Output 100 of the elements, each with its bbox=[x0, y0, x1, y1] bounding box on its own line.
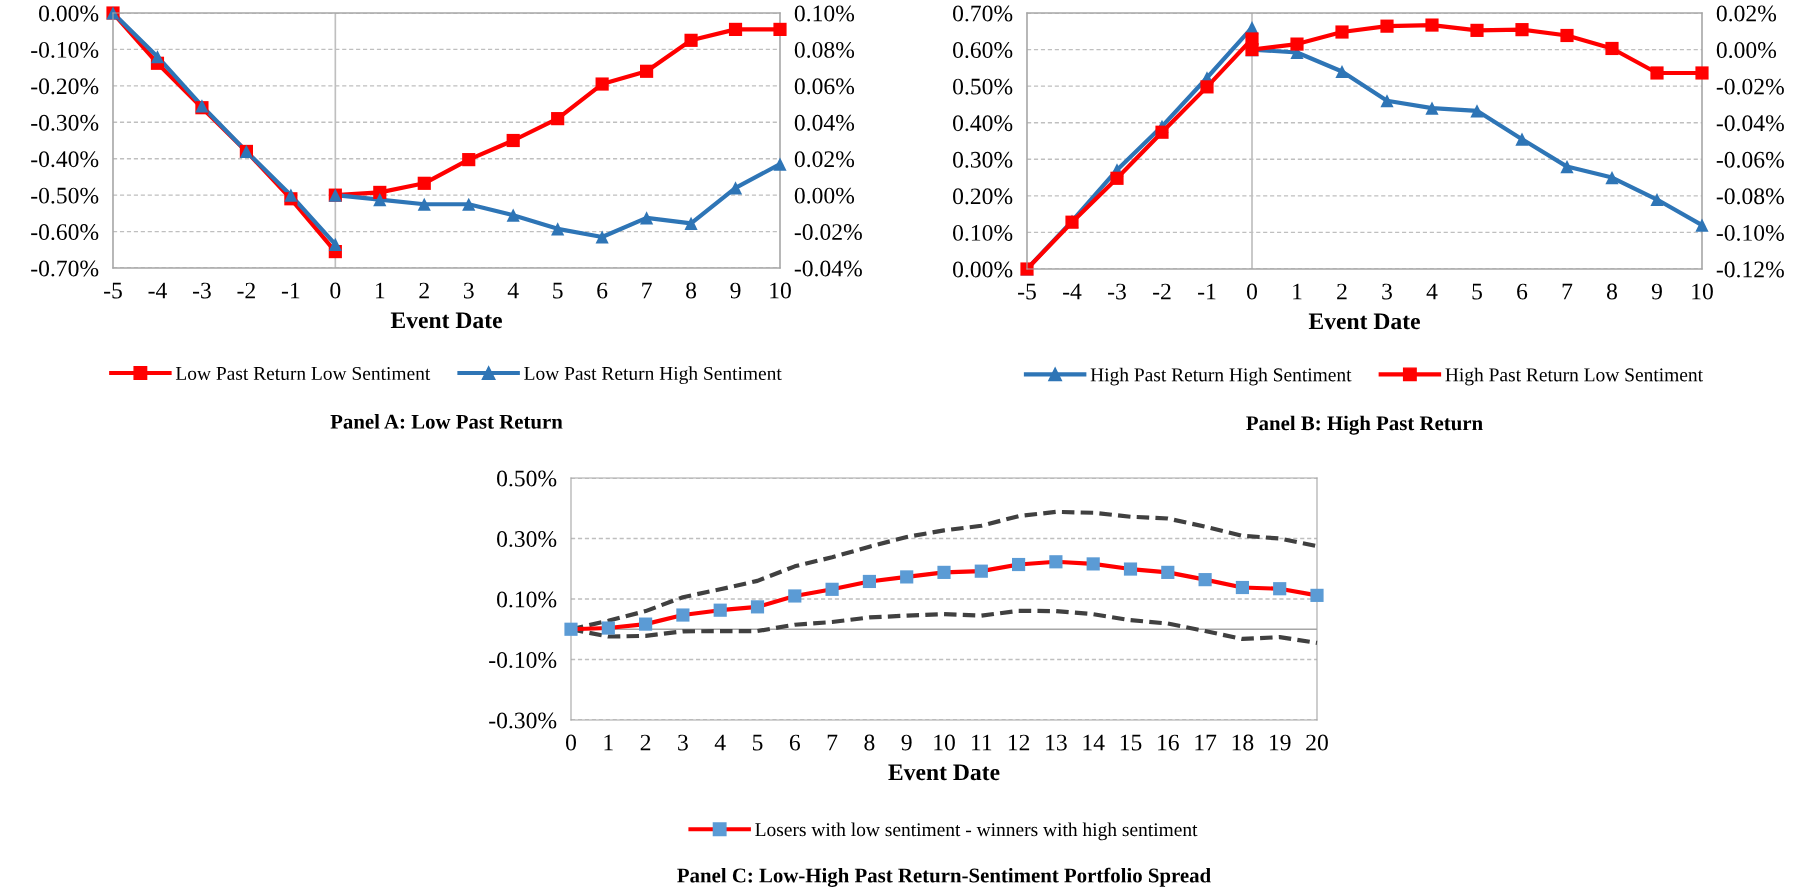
x-tick-label: 4 bbox=[714, 734, 726, 751]
point bbox=[1380, 94, 1394, 108]
point bbox=[676, 608, 690, 622]
y-tick-label: -0.10% bbox=[489, 651, 557, 669]
point bbox=[551, 112, 565, 126]
x-tick-label: 7 bbox=[827, 734, 838, 751]
point bbox=[1161, 565, 1175, 579]
x-tick-label: 12 bbox=[1008, 734, 1030, 751]
x-tick-label: -4 bbox=[148, 282, 167, 299]
point bbox=[1425, 101, 1439, 115]
y2-tick-label: -0.10% bbox=[1716, 224, 1784, 241]
x-tick-label: 4 bbox=[507, 282, 519, 299]
text: Panel A: Low Past Return bbox=[330, 414, 563, 429]
y2-tick-label: 0.00% bbox=[794, 187, 855, 204]
y-tick-label: -0.10% bbox=[31, 41, 99, 58]
text: Panel C: Low-High Past Return-Sentiment Portfolio Spread bbox=[677, 867, 1211, 887]
y2-tick-label: 0.06% bbox=[794, 78, 855, 95]
point bbox=[1335, 25, 1349, 39]
point bbox=[1605, 41, 1619, 56]
point bbox=[728, 181, 743, 195]
point bbox=[1650, 192, 1664, 207]
y2-tick-label: -0.12% bbox=[1716, 261, 1784, 278]
x-tick-label: 8 bbox=[864, 734, 875, 751]
x-tick-label: 1 bbox=[604, 734, 613, 751]
point bbox=[328, 237, 342, 251]
x-tick-label: 8 bbox=[1607, 283, 1617, 300]
y2-tick-label: 0.08% bbox=[794, 41, 855, 58]
point bbox=[595, 230, 609, 244]
x-tick-label: 5 bbox=[1472, 283, 1482, 300]
x-tick-label: 20 bbox=[1306, 734, 1328, 751]
y2-tick-label: 0.00% bbox=[1716, 42, 1777, 59]
y2-tick-label: -0.06% bbox=[1716, 151, 1784, 168]
x-tick-label: 17 bbox=[1195, 734, 1217, 751]
point bbox=[862, 574, 876, 589]
y2-tick-label: -0.08% bbox=[1716, 188, 1784, 205]
point bbox=[506, 208, 520, 222]
point bbox=[1695, 66, 1709, 80]
x-tick-label: -2 bbox=[1153, 283, 1171, 300]
point bbox=[728, 22, 743, 36]
y-tick-label: 0.10% bbox=[497, 591, 557, 608]
point bbox=[974, 564, 988, 578]
x-tick-label: 2 bbox=[419, 282, 429, 299]
x-tick-label: -1 bbox=[1198, 283, 1216, 300]
legend-label: High Past Return High Sentiment bbox=[1090, 367, 1352, 386]
x-tick-label: 7 bbox=[642, 282, 652, 299]
x-tick-label: 11 bbox=[972, 734, 992, 751]
y-tick-label: 0.30% bbox=[497, 530, 557, 548]
legend-label: Losers with low sentiment - winners with high sentiment bbox=[755, 822, 1198, 841]
point bbox=[1012, 557, 1026, 572]
x-tick-label: 10 bbox=[770, 282, 791, 299]
y-tick-label: 0.10% bbox=[953, 224, 1013, 241]
y2-tick-label: 0.10% bbox=[794, 5, 855, 22]
x-tick-label: 16 bbox=[1158, 734, 1179, 751]
x-tick-label: 6 bbox=[1517, 283, 1528, 300]
x-tick-label: -5 bbox=[1018, 283, 1036, 300]
y-tick-label: 0.20% bbox=[953, 188, 1013, 205]
x-tick-label: 1 bbox=[1293, 283, 1302, 300]
point bbox=[1335, 64, 1349, 79]
point bbox=[1155, 125, 1169, 139]
y2-tick-label: -0.02% bbox=[794, 224, 862, 241]
x-tick-label: 5 bbox=[553, 282, 563, 299]
y-tick-label: -0.40% bbox=[31, 151, 99, 168]
x-tick-label: -4 bbox=[1063, 283, 1082, 300]
x-tick-label: -3 bbox=[192, 282, 211, 299]
point bbox=[937, 565, 951, 579]
point bbox=[1310, 588, 1324, 602]
point bbox=[1515, 132, 1529, 146]
y-tick-label: -0.30% bbox=[31, 114, 99, 131]
point bbox=[750, 600, 765, 614]
x-tick-label: -5 bbox=[104, 282, 122, 299]
point bbox=[1235, 580, 1249, 595]
point bbox=[1470, 104, 1484, 118]
x-tick-label: 6 bbox=[597, 282, 608, 299]
point bbox=[373, 193, 387, 207]
point bbox=[1049, 555, 1063, 569]
x-tick-label: 9 bbox=[1651, 283, 1662, 300]
point bbox=[788, 589, 802, 603]
point bbox=[595, 77, 609, 91]
point bbox=[825, 582, 839, 596]
x-tick-label: 10 bbox=[1692, 283, 1713, 300]
x-axis-title: Event Date bbox=[1308, 313, 1420, 330]
point bbox=[417, 176, 431, 190]
point bbox=[1123, 562, 1138, 576]
x-tick-label: 10 bbox=[934, 734, 955, 751]
x-tick-label: -1 bbox=[281, 282, 300, 299]
point bbox=[1273, 582, 1287, 596]
point bbox=[1290, 37, 1304, 51]
point bbox=[1560, 28, 1574, 43]
x-axis-title: Event Date bbox=[390, 312, 502, 329]
text: Panel B: High Past Return bbox=[1246, 415, 1483, 435]
point bbox=[640, 211, 654, 225]
point bbox=[1380, 19, 1394, 33]
x-tick-label: 18 bbox=[1232, 734, 1254, 751]
y-tick-label: 0.00% bbox=[953, 261, 1013, 278]
x-tick-label: 2 bbox=[640, 734, 651, 751]
x-tick-label: 7 bbox=[1562, 283, 1573, 300]
point bbox=[640, 64, 654, 78]
x-tick-label: 3 bbox=[1382, 283, 1392, 300]
x-tick-label: -3 bbox=[1108, 283, 1126, 300]
point bbox=[506, 133, 520, 148]
